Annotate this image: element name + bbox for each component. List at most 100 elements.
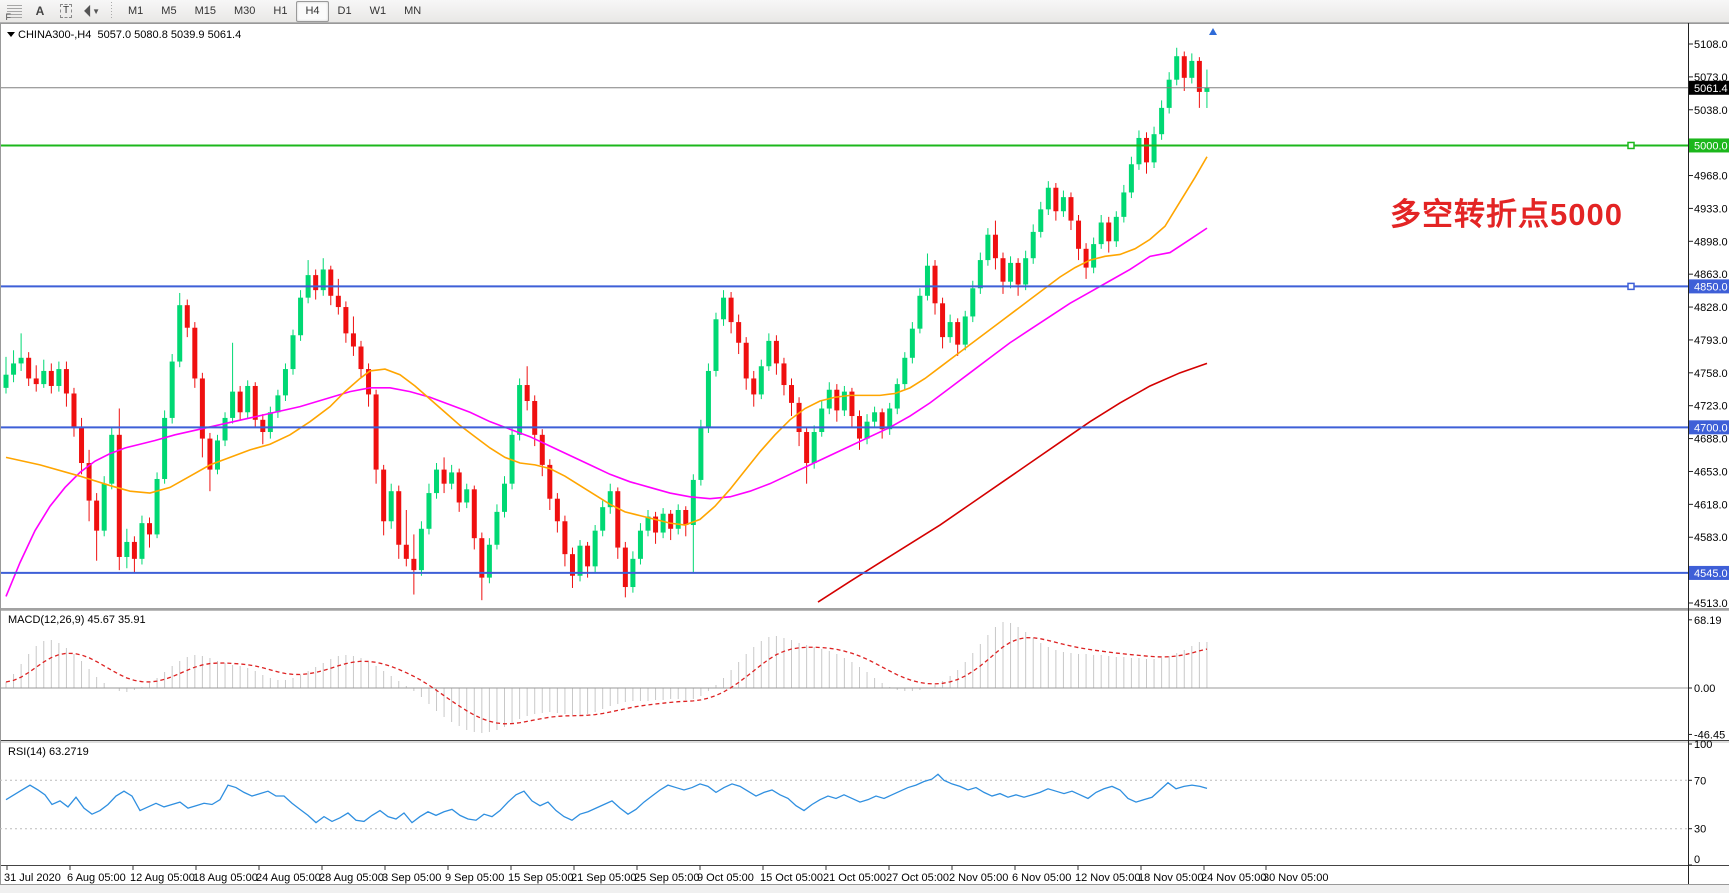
candle-body [864, 421, 870, 439]
candle-body [1076, 220, 1082, 249]
time-tick-label: 6 Aug 05:00 [67, 872, 126, 884]
timeframe-button-m30[interactable]: M30 [233, 5, 256, 17]
macd-axis-label: 0.00 [1694, 683, 1715, 695]
price-chart-canvas[interactable]: 5108.05073.05038.04968.04933.04898.04863… [0, 23, 1729, 885]
candle-body [1000, 258, 1006, 282]
candle-body [1121, 192, 1127, 217]
candle-body [1204, 87, 1210, 92]
rsi-axis-label: 0 [1694, 854, 1700, 866]
candle-body [705, 370, 711, 428]
candle-body [917, 295, 923, 329]
axis-price-badge [1689, 80, 1729, 95]
candle-body [713, 319, 719, 371]
timeframe-button-m5[interactable]: M5 [161, 5, 177, 17]
slow-ma-line [817, 362, 1208, 603]
candle-body [758, 366, 764, 395]
candle-body [781, 363, 787, 386]
axis-price-badge [1689, 420, 1729, 435]
fibonacci-grid-tool-button[interactable]: F [2, 1, 26, 22]
candle-body [577, 545, 583, 576]
text-tool-button[interactable]: T [54, 1, 78, 22]
candle-body [41, 370, 47, 385]
time-tick-label: 9 Oct 05:00 [697, 872, 754, 884]
candle-body [18, 357, 24, 364]
axis-price-badge-text: 5000.0 [1694, 140, 1728, 152]
fast-ma-line [5, 156, 1208, 526]
chart-symbol: CHINA300-,H4 [18, 29, 92, 41]
line-handle[interactable] [1627, 141, 1635, 150]
price-tick-label: 4898.0 [1694, 236, 1728, 248]
candle-body [894, 384, 900, 409]
time-tick-label: 18 Aug 05:00 [193, 872, 258, 884]
candle-body [298, 297, 304, 336]
candle-body [562, 521, 568, 555]
candle-body [819, 408, 825, 433]
candle-body [1113, 216, 1119, 242]
candle-body [637, 530, 643, 559]
candle-body [154, 478, 160, 535]
candle-body [441, 469, 447, 484]
candle-body [1083, 248, 1089, 268]
candle-body [517, 385, 523, 435]
time-tick-label: 24 Aug 05:00 [256, 872, 321, 884]
candle-body [690, 479, 696, 526]
chart-window[interactable]: 5108.0 5073.0 5038.0 4968.0 4933.0 4898.0 4863… [0, 23, 1729, 893]
chart-annotation-text[interactable]: 多空转折点5000 [1390, 197, 1623, 232]
time-tick-label: 3 Sep 05:00 [382, 872, 441, 884]
time-tick-label: 6 Nov 05:00 [1012, 872, 1071, 884]
candle-body [1151, 134, 1157, 163]
timeframe-button-w1[interactable]: W1 [369, 5, 387, 17]
timeframe-button-mn[interactable]: MN [404, 5, 422, 17]
time-tick-label: 15 Oct 05:00 [760, 872, 823, 884]
candle-body [147, 523, 153, 535]
timeframe-button-m15[interactable]: M15 [194, 5, 216, 17]
candle-body [909, 328, 915, 358]
candle-body [494, 511, 500, 545]
candle-body [471, 489, 477, 539]
price-tick-label: 4828.0 [1694, 302, 1728, 314]
candle-body [260, 419, 266, 433]
candle-body [1060, 197, 1066, 212]
candle-body [214, 440, 220, 470]
candle-body [192, 327, 198, 379]
candle-body [94, 500, 100, 531]
timeframe-button-h1[interactable]: H1 [273, 5, 288, 17]
axis-price-badge [1689, 279, 1729, 294]
price-tick-label: 5038.0 [1694, 105, 1728, 117]
axis-price-badge-text: 4700.0 [1694, 422, 1728, 434]
candle-body [1091, 244, 1097, 268]
candle-body [343, 307, 349, 334]
arrows-tool-button[interactable]: ◢ ◥ ▼ [80, 1, 104, 22]
up-arrow-marker[interactable] [1209, 28, 1217, 35]
candle-body [554, 498, 560, 522]
label-tool-button[interactable]: A [28, 1, 52, 22]
candle-body [101, 483, 107, 531]
candle-body [849, 391, 855, 417]
candle-body [902, 357, 908, 385]
candle-body [547, 464, 553, 499]
candle-body [1181, 56, 1187, 78]
candle-body [177, 305, 183, 362]
arrows-icon: ◢ ◥ [83, 3, 91, 18]
candle-body [675, 509, 681, 529]
time-tick-label: 28 Aug 05:00 [319, 872, 384, 884]
candle-body [3, 374, 9, 388]
candle-body [841, 391, 847, 411]
symbol-collapse-triangle-icon[interactable] [7, 32, 15, 37]
candle-body [1189, 60, 1195, 78]
timeframe-button-m1[interactable]: M1 [128, 5, 144, 17]
timeframe-button-h4[interactable]: H4 [296, 0, 329, 22]
candle-body [33, 378, 39, 385]
timeframe-button-d1[interactable]: D1 [337, 5, 352, 17]
candle-body [237, 391, 243, 413]
candle-body [698, 427, 704, 480]
candle-body [434, 469, 440, 494]
time-tick-label: 21 Sep 05:00 [571, 872, 636, 884]
candle-body [796, 402, 802, 433]
candle-body [569, 554, 575, 576]
candle-body [1030, 231, 1036, 259]
price-tick-label: 4968.0 [1694, 171, 1728, 183]
candle-body [162, 417, 168, 479]
line-handle[interactable] [1627, 282, 1635, 291]
